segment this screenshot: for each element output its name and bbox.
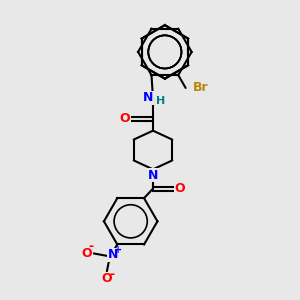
Text: O: O [174, 182, 185, 195]
Text: O: O [82, 247, 92, 260]
Text: -: - [110, 268, 115, 281]
Text: O: O [102, 272, 112, 285]
Text: +: + [114, 245, 122, 255]
Text: Br: Br [193, 82, 209, 94]
Text: N: N [148, 169, 158, 182]
Text: -: - [88, 240, 94, 254]
Text: H: H [156, 96, 165, 106]
Text: O: O [119, 112, 130, 125]
Text: N: N [108, 248, 118, 261]
Text: N: N [143, 92, 154, 104]
